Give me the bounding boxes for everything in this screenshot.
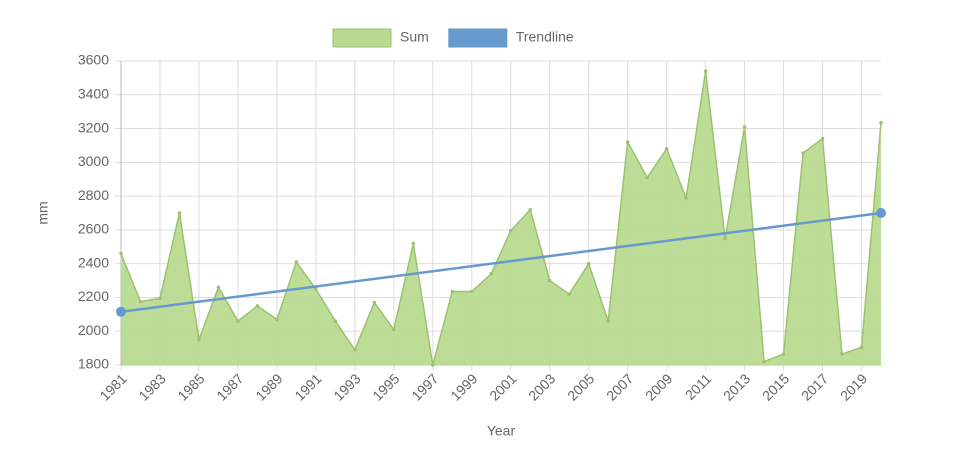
legend-swatch: [448, 28, 508, 48]
data-point: [781, 352, 786, 356]
y-tick-label: 2000: [78, 322, 109, 338]
legend-label: Sum: [400, 29, 429, 45]
data-point: [840, 352, 844, 356]
data-point: [645, 175, 649, 180]
y-tick-label: 3400: [78, 85, 109, 101]
data-point: [820, 136, 825, 141]
data-point: [372, 300, 377, 305]
x-tick-label: 1989: [252, 370, 285, 403]
data-point: [859, 345, 864, 350]
data-point: [606, 319, 610, 323]
x-tick-label: 1993: [330, 370, 363, 403]
data-point: [255, 304, 260, 308]
data-point: [197, 337, 201, 342]
y-tick-label: 2600: [78, 221, 109, 237]
data-point: [158, 296, 162, 301]
data-point: [762, 359, 766, 364]
data-point: [216, 285, 221, 290]
data-point: [138, 299, 143, 304]
data-point: [294, 260, 299, 264]
data-point: [528, 207, 533, 212]
data-point: [625, 140, 630, 144]
x-tick-label: 1995: [369, 370, 402, 403]
data-point: [703, 69, 708, 73]
data-point: [586, 261, 591, 266]
x-tick-label: 1991: [291, 370, 324, 403]
area-fill: [121, 71, 881, 365]
data-point: [116, 306, 126, 317]
legend-label: Trendline: [516, 29, 574, 45]
data-point: [275, 317, 279, 322]
data-point: [742, 125, 747, 129]
x-tick-label: 2009: [642, 370, 675, 403]
data-point: [236, 319, 240, 323]
data-point: [567, 292, 572, 296]
x-tick-label: 2013: [720, 370, 753, 403]
data-point: [411, 241, 416, 246]
data-point: [430, 363, 435, 367]
y-tick-label: 3000: [78, 153, 109, 169]
data-point: [177, 211, 182, 215]
data-point: [508, 228, 513, 233]
area-line: [120, 71, 882, 366]
data-point: [314, 287, 318, 291]
y-tick-label: 2200: [78, 288, 109, 304]
x-tick-label: 2017: [798, 370, 831, 403]
x-tick-label: 2001: [486, 370, 519, 403]
data-point: [723, 236, 727, 241]
y-tick-label: 3600: [78, 52, 109, 68]
x-tick-label: 1999: [447, 370, 480, 403]
x-tick-label: 1981: [96, 370, 129, 403]
data-point: [119, 251, 123, 256]
x-tick-label: 1987: [213, 370, 246, 403]
y-tick-label: 3200: [78, 119, 109, 135]
x-tick-label: 2011: [682, 370, 715, 403]
legend-swatch: [332, 28, 392, 48]
data-point: [450, 289, 455, 294]
x-axis-label: Year: [487, 423, 516, 439]
data-point: [876, 208, 886, 218]
x-tick-label: 2019: [837, 370, 870, 403]
y-axis-label: mm: [35, 201, 51, 224]
x-tick-label: 2003: [525, 370, 558, 403]
x-tick-label: 1997: [408, 370, 441, 403]
data-point: [333, 319, 338, 323]
x-tick-label: 2007: [603, 370, 636, 403]
data-point: [664, 147, 669, 151]
y-tick-label: 1800: [78, 356, 109, 372]
y-tick-label: 2400: [78, 254, 109, 270]
x-tick-label: 1985: [174, 370, 207, 403]
data-point: [392, 327, 396, 332]
data-point: [353, 348, 357, 352]
x-tick-label: 2015: [759, 370, 792, 403]
y-tick-label: 2800: [78, 187, 109, 203]
x-tick-label: 1983: [135, 370, 168, 403]
data-point: [801, 151, 805, 155]
data-point: [469, 289, 474, 294]
data-point: [489, 272, 494, 276]
data-point: [547, 278, 552, 283]
data-point: [684, 196, 688, 200]
x-tick-label: 2005: [564, 370, 597, 403]
trend-line: [120, 211, 882, 314]
data-point: [879, 120, 883, 125]
